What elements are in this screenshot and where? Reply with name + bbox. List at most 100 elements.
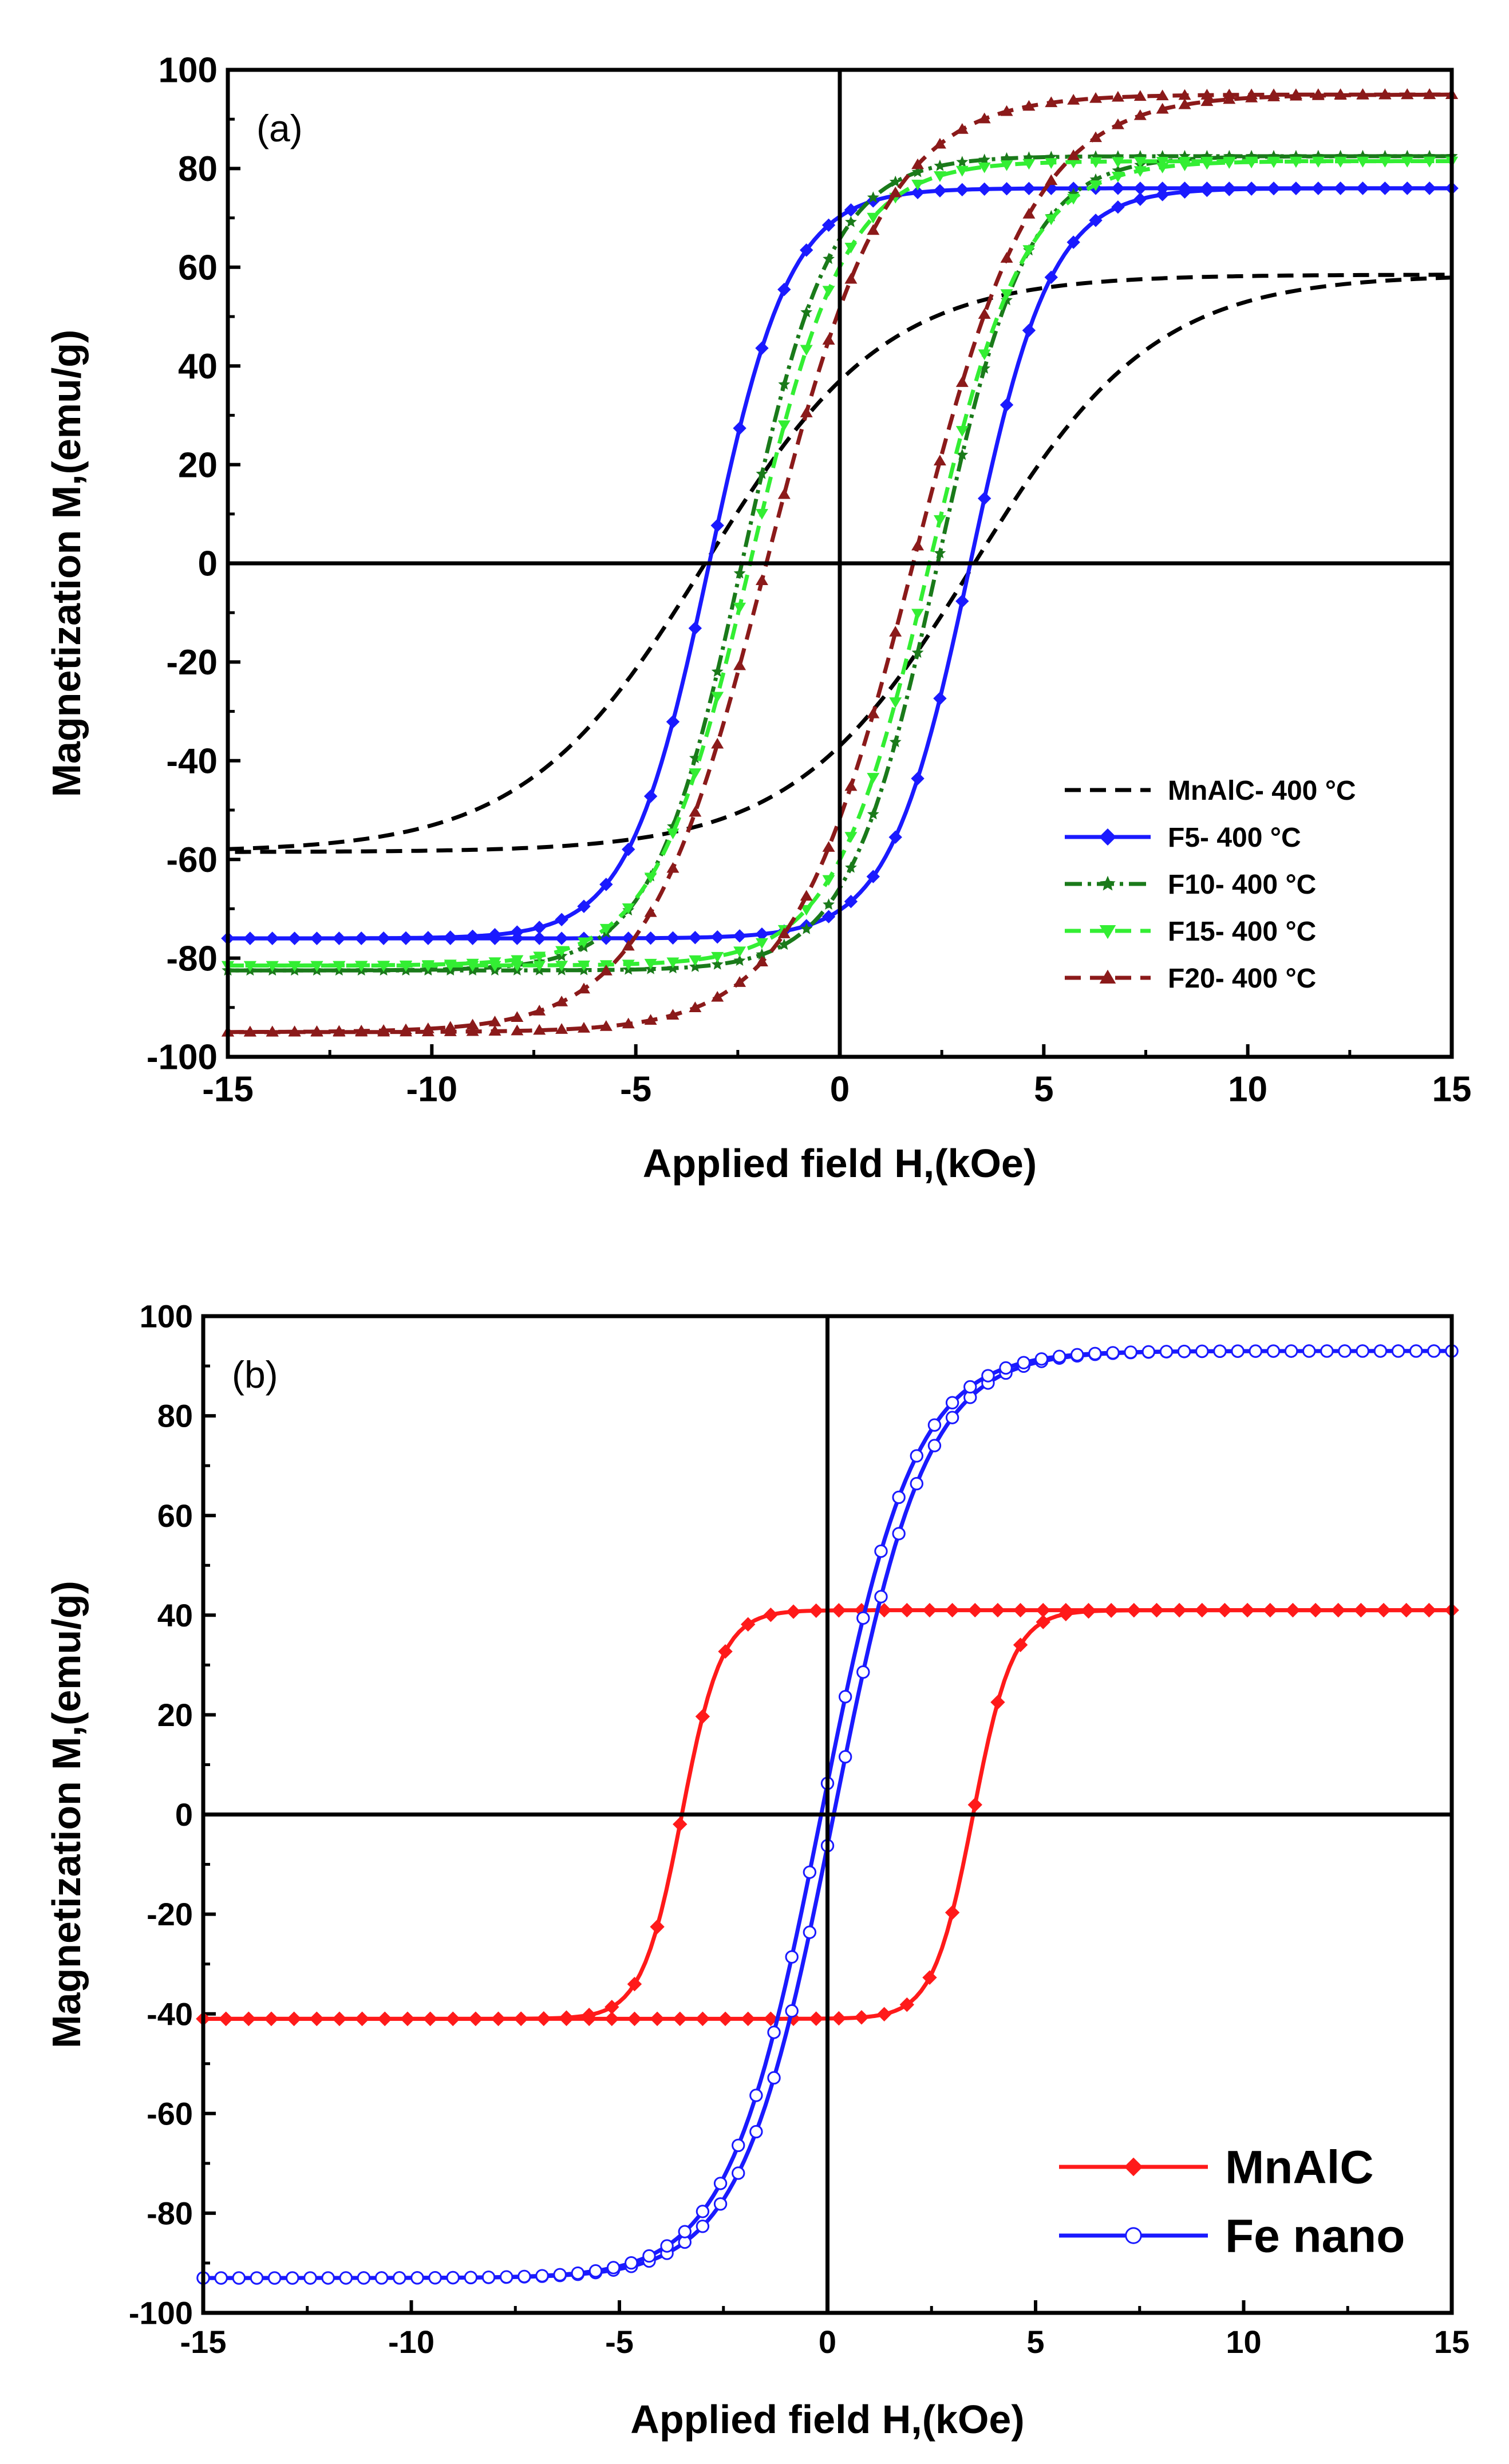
data-point-marker (355, 961, 368, 972)
data-point-marker (945, 1396, 959, 1409)
y-tick-label: -60 (166, 840, 218, 880)
data-point-marker (1400, 181, 1414, 195)
data-point-marker (1156, 157, 1169, 168)
data-point-marker (1058, 1602, 1073, 1618)
data-point-marker (250, 2271, 264, 2285)
data-point-marker (981, 1369, 995, 1383)
legend-swatch-marker (1125, 2227, 1142, 2244)
data-point-marker (1133, 109, 1147, 120)
data-point-marker (755, 509, 768, 520)
data-point-marker (1200, 156, 1214, 168)
data-point-marker (867, 191, 879, 203)
data-point-marker (444, 959, 457, 970)
data-point-marker (800, 905, 813, 916)
data-point-marker (666, 1009, 680, 1020)
data-point-marker (1149, 1602, 1164, 1618)
data-point-marker (377, 2011, 392, 2027)
data-point-marker (844, 780, 858, 791)
data-point-marker (309, 2011, 324, 2027)
data-point-marker (866, 870, 880, 883)
data-point-marker (1391, 1344, 1405, 1358)
y-tick-label: -20 (147, 1896, 193, 1932)
data-point-marker (266, 1025, 279, 1037)
data-point-marker (978, 308, 991, 319)
y-tick-label: 100 (140, 1298, 193, 1334)
data-point-marker (1267, 156, 1281, 168)
x-tick-label: 10 (1226, 2324, 1261, 2360)
data-point-marker (1022, 159, 1036, 170)
data-point-marker (1124, 1345, 1137, 1359)
data-point-marker (1378, 181, 1392, 195)
data-point-marker (377, 1024, 390, 1035)
legend-label: MnAlC (1225, 2142, 1374, 2194)
x-tick-label: -10 (406, 1070, 458, 1109)
data-point-marker (821, 218, 836, 232)
data-point-marker (1044, 270, 1058, 285)
data-point-marker (695, 2011, 710, 2027)
data-point-marker (927, 1439, 942, 1452)
data-point-marker (1022, 100, 1036, 111)
data-point-marker (1089, 157, 1103, 168)
data-point-marker (218, 2011, 234, 2027)
y-tick-label: 60 (178, 248, 218, 288)
data-point-marker (955, 376, 969, 387)
data-point-marker (588, 2264, 603, 2278)
legend-swatch-marker (1124, 2157, 1143, 2177)
data-point-marker (241, 2011, 256, 2027)
data-point-marker (1423, 181, 1436, 195)
y-tick-label: -100 (129, 2295, 193, 2331)
x-tick-label: -5 (605, 2324, 634, 2360)
data-point-marker (967, 1602, 982, 1618)
data-point-marker (555, 996, 568, 1006)
data-point-marker (1308, 1602, 1323, 1618)
panel-a-label: (a) (256, 107, 303, 149)
x-tick-label: 0 (819, 2324, 836, 2360)
data-point-marker (1312, 88, 1325, 99)
data-point-marker (767, 2071, 781, 2085)
data-point-marker (1401, 88, 1414, 99)
data-point-marker (1036, 1614, 1050, 1629)
legend-label: Fe nano (1225, 2210, 1405, 2262)
data-point-marker (400, 2011, 415, 2027)
data-point-marker (777, 420, 791, 432)
y-tick-label: -20 (166, 643, 218, 682)
legend-swatch-marker (1100, 875, 1116, 891)
data-point-marker (911, 185, 925, 199)
data-point-marker (533, 1005, 546, 1016)
data-point-marker (399, 960, 412, 972)
data-point-marker (1178, 181, 1192, 195)
data-point-marker (1022, 323, 1036, 337)
data-point-marker (1213, 1344, 1227, 1358)
data-point-marker (763, 2011, 779, 2027)
x-tick-label: 0 (830, 1070, 850, 1109)
data-point-marker (1111, 171, 1124, 183)
data-point-marker (695, 1709, 710, 1724)
data-point-marker (1356, 1344, 1369, 1358)
data-point-marker (955, 594, 969, 608)
data-point-marker (911, 539, 925, 551)
data-point-marker (422, 2011, 438, 2027)
y-tick-label: 0 (175, 1796, 193, 1833)
data-point-marker (1334, 88, 1347, 99)
data-point-marker (243, 961, 256, 972)
data-point-marker (466, 1025, 479, 1036)
x-tick-label: 10 (1228, 1070, 1267, 1109)
data-point-marker (666, 957, 680, 969)
legend-label: MnAlC- 400 °C (1168, 776, 1356, 806)
data-point-marker (266, 931, 279, 945)
data-point-marker (444, 930, 457, 944)
data-point-marker (333, 961, 346, 972)
data-point-marker (733, 976, 746, 987)
data-point-marker (978, 153, 991, 165)
data-point-marker (845, 215, 857, 227)
data-point-marker (732, 2166, 745, 2180)
y-tick-label: -60 (147, 2095, 193, 2131)
data-point-marker (808, 1603, 824, 1618)
data-point-marker (1133, 157, 1147, 168)
data-point-marker (1223, 156, 1236, 168)
data-point-marker (339, 2271, 353, 2285)
data-point-marker (445, 2011, 460, 2027)
data-point-marker (1045, 214, 1058, 226)
data-point-marker (511, 955, 524, 966)
data-point-marker (967, 1797, 982, 1813)
